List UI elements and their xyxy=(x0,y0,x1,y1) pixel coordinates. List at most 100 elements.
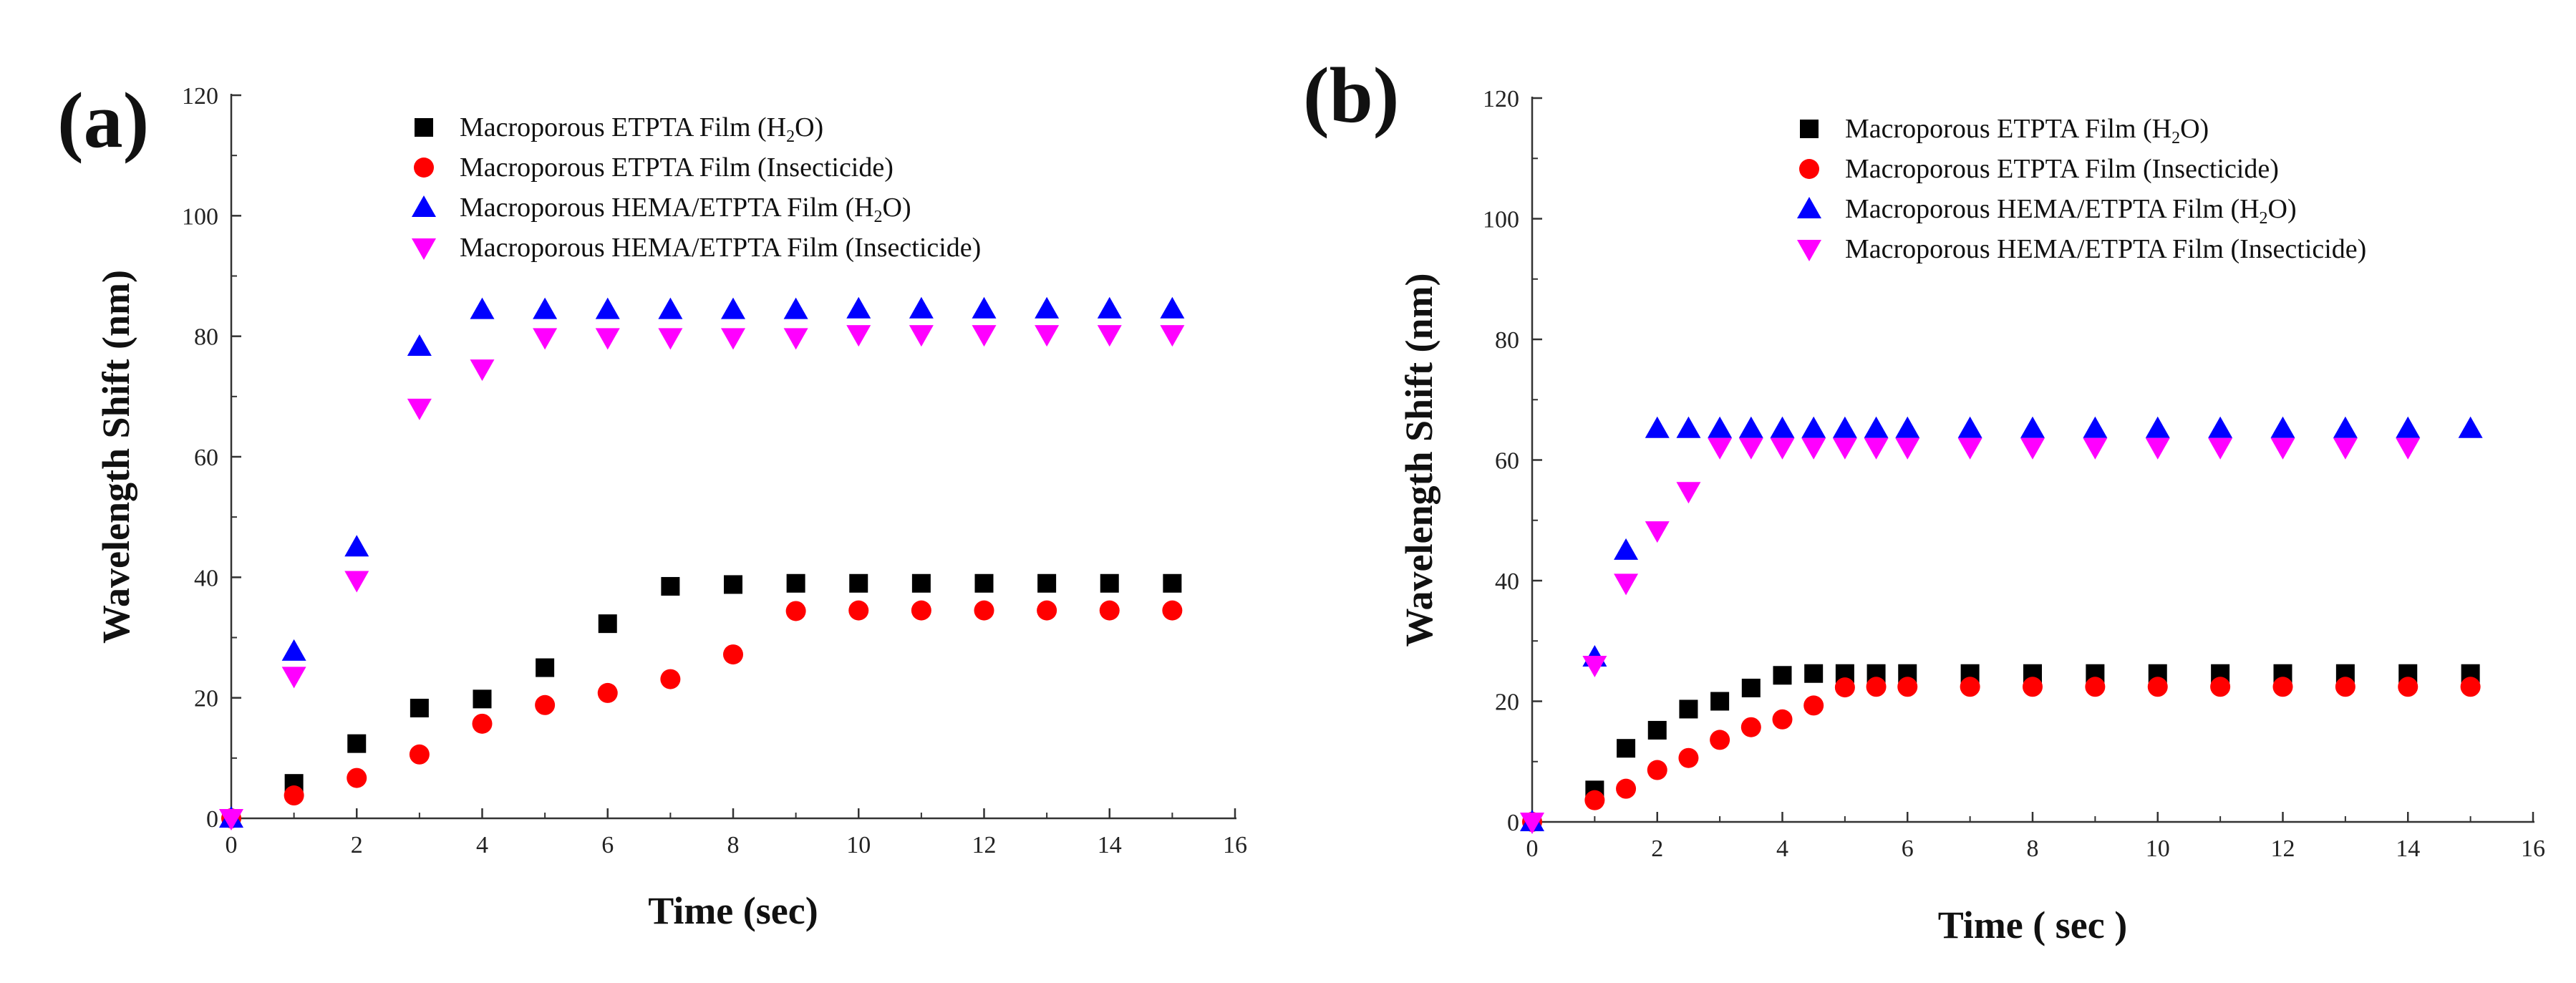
legend-marker xyxy=(414,158,434,178)
series-3 xyxy=(1520,416,2483,831)
data-point xyxy=(1582,655,1607,677)
data-point xyxy=(281,667,306,689)
y-tick-label: 80 xyxy=(194,324,218,351)
data-point xyxy=(909,296,934,319)
data-point xyxy=(1834,677,1855,698)
x-tick-label: 2 xyxy=(1651,836,1663,862)
data-point xyxy=(2083,416,2108,438)
legend: Macroporous ETPTA Film (H2O) Macroporous … xyxy=(1797,114,2366,264)
legend-label: Macroporous ETPTA Film (H2O) xyxy=(460,112,823,146)
data-point xyxy=(1647,720,1667,740)
data-point xyxy=(2085,677,2106,697)
data-point xyxy=(1678,747,1699,768)
data-point xyxy=(407,398,432,420)
series-4 xyxy=(219,325,1185,831)
data-point xyxy=(2270,416,2295,438)
data-point xyxy=(409,744,430,765)
data-point xyxy=(1804,664,1824,683)
data-point xyxy=(470,359,495,382)
data-point xyxy=(1617,739,1636,758)
data-point xyxy=(347,734,367,753)
y-axis-title: Wavelength Shift (nm) xyxy=(95,270,137,644)
data-point xyxy=(407,334,432,356)
x-tick-label: 14 xyxy=(2396,836,2420,862)
data-point xyxy=(909,325,934,347)
y-tick-label: 0 xyxy=(1507,810,1519,836)
data-point xyxy=(1738,416,1763,438)
data-point xyxy=(1708,437,1733,460)
data-point xyxy=(911,600,931,621)
y-tick-label: 80 xyxy=(1495,327,1519,354)
data-point xyxy=(595,328,620,350)
data-point xyxy=(1163,573,1182,593)
data-point xyxy=(2333,416,2358,438)
data-point xyxy=(721,297,745,319)
data-point xyxy=(1957,416,1982,438)
data-point xyxy=(660,669,681,689)
x-tick-label: 16 xyxy=(1223,832,1247,858)
data-point xyxy=(536,658,555,677)
legend-marker xyxy=(412,238,436,260)
legend-marker xyxy=(412,195,436,217)
data-point xyxy=(597,682,618,703)
data-point xyxy=(658,297,683,319)
data-point xyxy=(1832,416,1857,438)
data-point xyxy=(1895,437,1920,460)
data-point xyxy=(849,573,868,593)
data-point xyxy=(1676,416,1701,438)
series-2 xyxy=(1522,677,2481,832)
data-point xyxy=(848,600,869,621)
legend-marker xyxy=(1797,240,1821,261)
data-point xyxy=(1160,325,1185,347)
legend-marker xyxy=(415,118,433,137)
data-point xyxy=(2270,437,2295,460)
series-2 xyxy=(221,600,1183,828)
y-axis-title: Wavelength Shift (nm) xyxy=(1398,273,1440,647)
data-point xyxy=(1895,416,1920,438)
data-point xyxy=(1645,521,1670,543)
legend-label: Macroporous ETPTA Film (Insecticide) xyxy=(1845,154,2279,184)
y-tick-label: 120 xyxy=(1483,86,1519,112)
data-point xyxy=(2208,437,2233,460)
data-point xyxy=(344,535,369,557)
x-tick-label: 10 xyxy=(2146,836,2170,862)
data-point xyxy=(2023,677,2043,697)
data-point xyxy=(1803,695,1824,716)
data-point xyxy=(1037,600,1057,621)
data-point xyxy=(1801,416,1826,438)
data-point xyxy=(410,698,429,717)
data-point xyxy=(1741,678,1761,697)
data-point xyxy=(344,571,369,593)
data-point xyxy=(1740,717,1761,737)
y-tick-label: 40 xyxy=(1495,568,1519,595)
data-point xyxy=(1710,692,1730,711)
data-point xyxy=(1738,437,1763,460)
data-point xyxy=(1162,600,1183,621)
data-point xyxy=(1520,813,1544,834)
data-point xyxy=(1710,730,1730,750)
y-tick-label: 20 xyxy=(1495,689,1519,716)
data-point xyxy=(219,809,243,831)
panel-label: (b) xyxy=(1303,52,1399,139)
data-point xyxy=(2210,677,2231,697)
data-point xyxy=(1645,416,1670,438)
data-point xyxy=(595,297,620,319)
data-point xyxy=(2333,437,2358,460)
data-point xyxy=(2020,437,2045,460)
data-point xyxy=(846,296,871,319)
data-point xyxy=(533,328,558,350)
legend-marker xyxy=(1797,197,1821,218)
x-tick-label: 16 xyxy=(2521,836,2545,862)
data-point xyxy=(473,689,492,709)
data-point xyxy=(2335,677,2355,697)
data-point xyxy=(1035,296,1060,319)
data-point xyxy=(2272,677,2293,697)
data-point xyxy=(347,767,367,788)
data-point xyxy=(535,694,556,715)
data-point xyxy=(1097,325,1122,347)
data-point xyxy=(661,576,680,596)
x-tick-label: 12 xyxy=(972,832,997,858)
x-axis-title: Time ( sec ) xyxy=(1938,904,2127,946)
data-point xyxy=(974,600,994,621)
data-point xyxy=(786,573,805,593)
